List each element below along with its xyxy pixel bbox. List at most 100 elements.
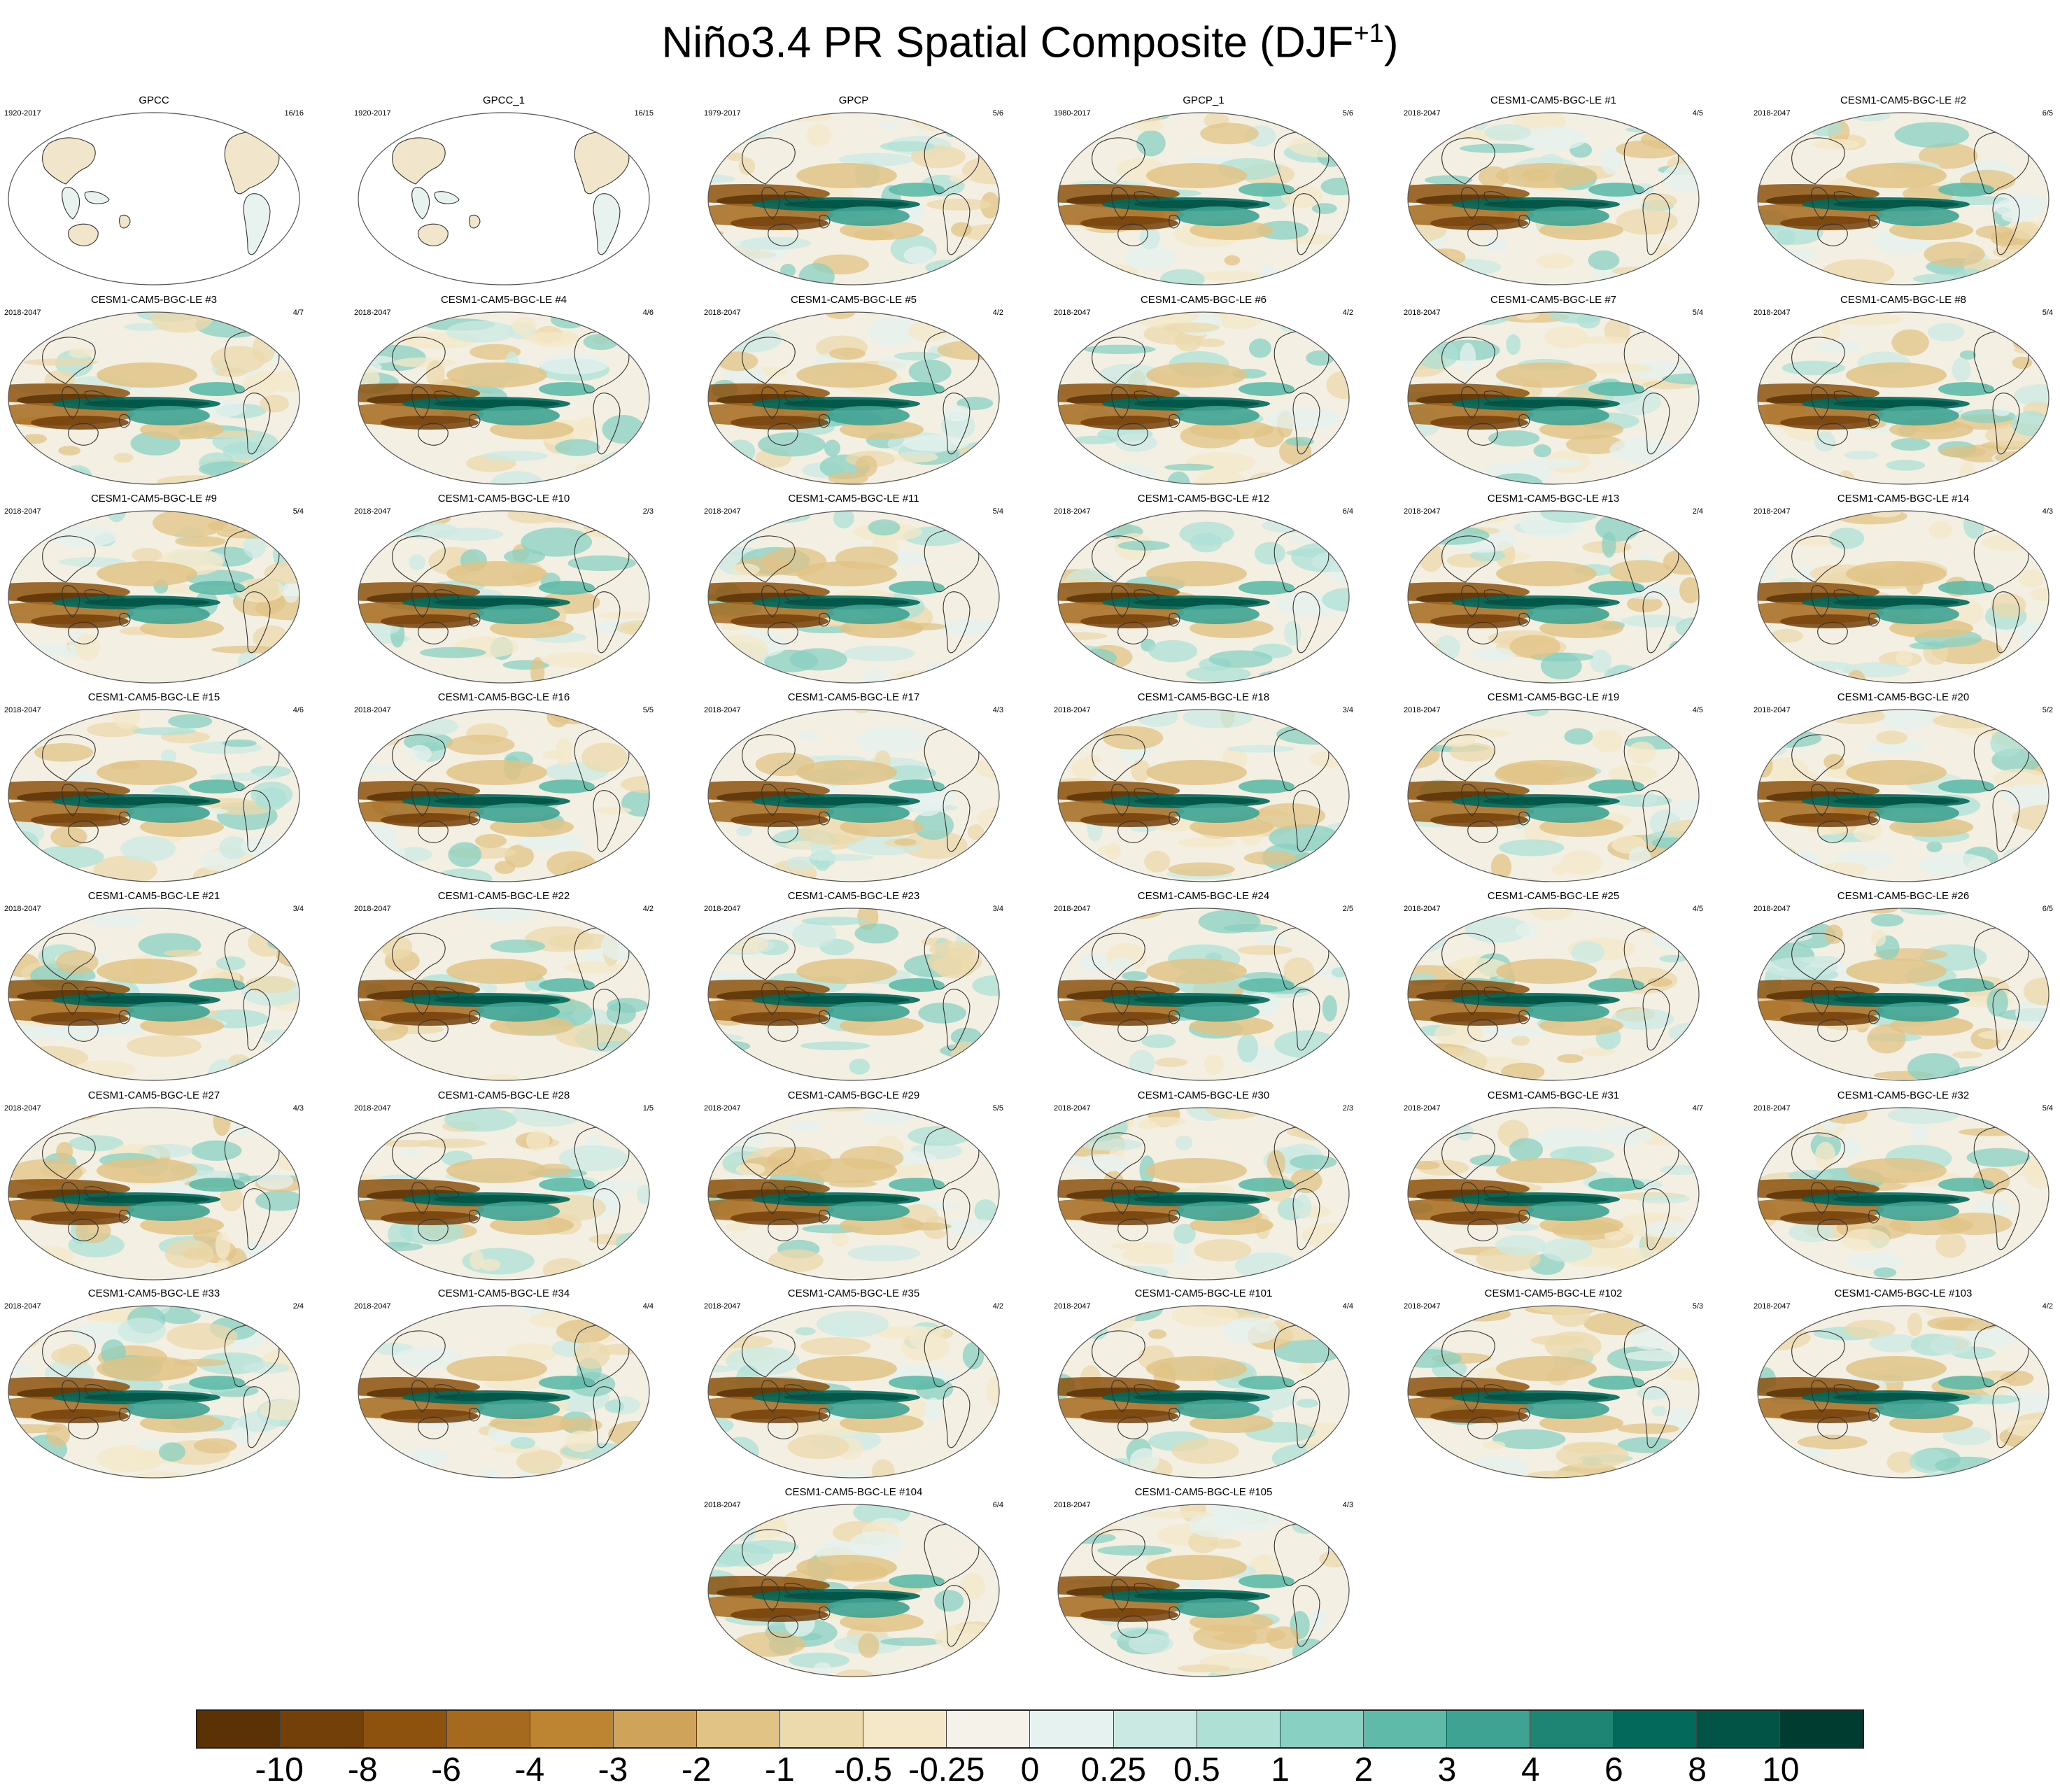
anomaly-patch: [1327, 1306, 1348, 1319]
anomaly-patch: [1815, 340, 1861, 353]
anomaly-patch: [1602, 531, 1616, 558]
wet-anomaly-band: [1239, 978, 1294, 992]
anomaly-patch: [903, 246, 935, 264]
wet-anomaly-band: [434, 1195, 560, 1204]
map-panel: CESM1-CAM5-BGC-LE #22 2018-2047 4/2: [350, 890, 658, 1082]
panel-event-count: 2/5: [1342, 905, 1353, 913]
anomaly-patch: [882, 765, 937, 781]
map-panel: CESM1-CAM5-BGC-LE #5 2018-2047 4/2: [700, 294, 1008, 486]
anomaly-patch: [253, 1452, 299, 1467]
anomaly-patch: [143, 1143, 193, 1158]
map-plot: [1407, 908, 1700, 1081]
anomaly-patch: [737, 1517, 756, 1543]
anomaly-patch: [1659, 954, 1687, 963]
wet-anomaly-band: [1176, 1201, 1260, 1221]
coastline: [1467, 1019, 1498, 1042]
panel-title: GPCP: [838, 94, 869, 106]
anomaly-patch: [956, 867, 999, 882]
anomaly-patch: [1468, 1069, 1500, 1079]
coastline: [42, 933, 96, 980]
anomaly-patch: [2008, 511, 2046, 536]
dry-anomaly-band: [1146, 760, 1247, 785]
anomaly-patch: [1515, 922, 1538, 938]
panel-years: 2018-2047: [4, 1104, 41, 1113]
anomaly-patch: [824, 312, 856, 319]
dry-anomaly-band: [1780, 1211, 1878, 1225]
anomaly-patch: [828, 472, 868, 484]
map-plot: [8, 1305, 300, 1479]
map-panel: CESM1-CAM5-BGC-LE #10 2018-2047 2/3: [350, 493, 658, 685]
anomaly-patch: [394, 1346, 463, 1369]
dry-anomaly-band: [31, 614, 129, 628]
anomaly-patch: [1770, 628, 1803, 643]
anomaly-patch: [1141, 1034, 1176, 1048]
anomaly-patch: [2000, 1370, 2034, 1386]
coastline: [418, 423, 449, 446]
panel-title: CESM1-CAM5-BGC-LE #11: [788, 493, 919, 505]
panel-event-count: 4/4: [1342, 1302, 1353, 1311]
wet-anomaly-band: [84, 1195, 210, 1204]
coastline: [742, 1132, 796, 1180]
map-border: [8, 510, 300, 684]
coastline: [1461, 386, 1480, 419]
coastline: [84, 589, 110, 602]
anomaly-patch: [1071, 758, 1098, 779]
anomaly-patch: [1919, 143, 1978, 169]
anomaly-patch: [789, 1652, 850, 1669]
anomaly-patch: [1616, 140, 1682, 159]
anomaly-patch: [1789, 1222, 1834, 1243]
map-border: [8, 311, 300, 485]
wet-anomaly-band: [434, 1393, 560, 1402]
wet-anomaly-band: [1483, 1393, 1609, 1402]
anomaly-patch: [1560, 850, 1602, 875]
map-panel: CESM1-CAM5-BGC-LE #13 2018-2047 2/4: [1399, 493, 1707, 685]
coastline: [768, 1416, 798, 1439]
map-border: [1407, 510, 1700, 684]
panel-years: 2018-2047: [1754, 706, 1791, 714]
anomaly-patch: [1824, 924, 1843, 944]
anomaly-patch: [1939, 446, 1987, 458]
coastline: [1467, 1416, 1498, 1439]
coastline: [1134, 788, 1159, 801]
panel-years: 2018-2047: [354, 706, 391, 714]
anomaly-patch: [1058, 324, 1109, 334]
wet-anomaly-band: [189, 382, 245, 396]
anomaly-patch: [795, 1327, 816, 1336]
anomaly-patch: [934, 1623, 999, 1653]
title-superscript: +1: [1353, 19, 1384, 48]
anomaly-patch: [985, 1055, 999, 1073]
wet-anomaly-band: [539, 1376, 595, 1390]
anomaly-patch: [1265, 407, 1341, 430]
wet-anomaly-band: [1588, 978, 1644, 992]
anomaly-patch: [1177, 837, 1236, 848]
map-panel: CESM1-CAM5-BGC-LE #101 2018-2047 4/4: [1050, 1287, 1357, 1480]
anomaly-patch: [1797, 1434, 1868, 1450]
anomaly-patch: [1200, 122, 1259, 145]
panel-years: 2018-2047: [1054, 507, 1091, 516]
colorbar-box: [1363, 1711, 1447, 1747]
coastline: [1117, 1615, 1148, 1638]
anomaly-patch: [712, 670, 771, 683]
coastline: [1117, 621, 1148, 644]
anomaly-patch: [943, 1059, 987, 1071]
coastline: [468, 1010, 481, 1024]
dry-anomaly-band: [1846, 561, 1947, 586]
coastline: [62, 982, 80, 1015]
anomaly-patch: [210, 346, 266, 374]
anomaly-patch: [1078, 1153, 1128, 1173]
colorbar-box: [1197, 1711, 1281, 1747]
colorbar-box: [614, 1711, 698, 1747]
anomaly-patch: [358, 523, 390, 537]
anomaly-patch: [2030, 588, 2049, 602]
map-border: [707, 112, 1000, 285]
anomaly-patch: [1434, 635, 1460, 661]
panel-years: 2018-2047: [1054, 905, 1091, 913]
anomaly-patch: [481, 451, 548, 461]
map-plot: [1057, 311, 1350, 485]
anomaly-patch: [539, 353, 609, 374]
anomaly-patch: [1894, 122, 1970, 148]
coastline: [943, 393, 971, 455]
anomaly-patch: [1058, 666, 1095, 683]
anomaly-patch: [1788, 851, 1819, 868]
coastline: [1461, 982, 1480, 1015]
